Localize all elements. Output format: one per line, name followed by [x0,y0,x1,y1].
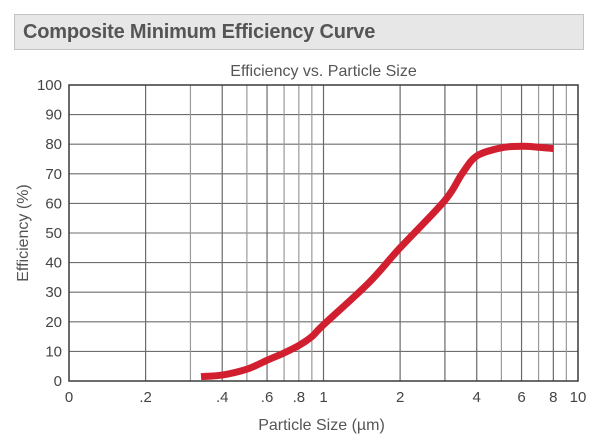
y-tick-label: 50 [45,225,62,242]
x-tick-label: .2 [139,389,152,406]
y-tick-label: 30 [45,284,62,301]
x-tick-label: 4 [473,389,481,406]
y-tick-label: 40 [45,255,62,272]
curve-layer [200,142,554,381]
grid [69,85,578,381]
x-tick-label: .4 [216,389,229,406]
plot-frame [68,84,579,382]
chart-header-title: Composite Minimum Efficiency Curve [23,21,376,43]
efficiency-curve [200,142,554,381]
y-tick-label: 70 [45,166,62,183]
y-tick-label: 10 [45,343,62,360]
y-tick-label: 0 [54,373,62,390]
x-tick-labels: 0 .2 .4 .6 .8 1 2 4 6 8 10 [65,389,587,406]
chart-title: Efficiency vs. Particle Size [230,63,417,80]
x-tick-label: 2 [396,389,404,406]
y-tick-label: 20 [45,314,62,331]
x-tick-label: 0 [65,389,73,406]
x-tick-label: .8 [293,389,306,406]
x-tick-label: 6 [517,389,525,406]
x-tick-label: 1 [319,389,327,406]
y-tick-label: 60 [45,195,62,212]
x-axis-label: Particle Size (µm) [258,417,385,434]
x-tick-label: 8 [549,389,557,406]
x-tick-label: .6 [261,389,274,406]
y-tick-labels: 0 10 20 30 40 50 60 70 80 90 100 [37,77,62,390]
x-tick-label: 10 [570,389,587,406]
y-tick-label: 100 [37,77,62,94]
chart-header: Composite Minimum Efficiency Curve [14,14,584,50]
y-tick-label: 80 [45,136,62,153]
y-axis-label: Efficiency (%) [15,184,32,282]
y-tick-label: 90 [45,107,62,124]
